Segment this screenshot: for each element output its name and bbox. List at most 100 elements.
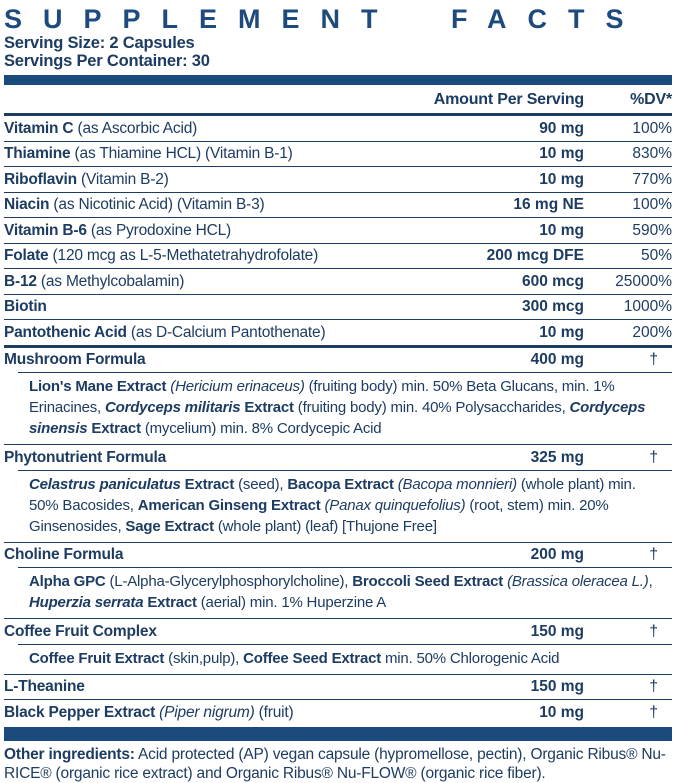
sub-segment: Extract xyxy=(180,475,235,493)
ingredient-detail: (as D-Calcium Pantothenate) xyxy=(126,323,326,341)
table-row-b12: B-12 (as Methylcobalamin) 600 mcg 25000% xyxy=(4,269,672,295)
ingredient-name-bold: Black Pepper Extract xyxy=(4,703,156,721)
ingredient-name-bold: Vitamin C xyxy=(4,119,74,137)
sub-segment: Cordyceps militaris xyxy=(104,399,241,416)
sub-segment: (Hericium erinaceus) xyxy=(166,378,305,395)
amount-value: 10 mg xyxy=(539,221,584,239)
ingredient-name: Phytonutrient Formula xyxy=(4,448,414,468)
ingredient-detail: (as Pyrodoxine HCL) xyxy=(86,221,231,239)
table-row-vitamin-c: Vitamin C (as Ascorbic Acid) 90 mg 100% xyxy=(4,116,672,142)
ingredient-detail: (fruit) xyxy=(254,703,294,721)
dv-value: 590% xyxy=(632,221,672,239)
ingredient-name: Vitamin C (as Ascorbic Acid) xyxy=(4,119,414,139)
ingredient-detail-latin: (Piper nigrum) xyxy=(155,703,255,721)
sub-ingredients-coffee: Coffee Fruit Extract (skin,pulp), Coffee… xyxy=(4,643,672,675)
dv-value: 770% xyxy=(632,170,672,188)
amount-value: 10 mg xyxy=(539,145,584,162)
ingredient-name-bold: B-12 xyxy=(4,272,37,290)
ingredient-name: Folate (120 mcg as L-5-Methatetrahydrofo… xyxy=(4,246,414,266)
table-row-phytonutrient-formula: Phytonutrient Formula 325 mg † xyxy=(4,445,672,470)
sub-segment: Bacopa Extract xyxy=(287,475,394,493)
sub-segment: Huperzia serrata xyxy=(29,594,144,611)
sub-segment: Extract xyxy=(143,594,197,611)
ingredient-name: Thiamine (as Thiamine HCL) (Vitamin B-1) xyxy=(4,144,414,164)
ingredient-name: Vitamin B-6 (as Pyrodoxine HCL) xyxy=(4,221,414,241)
divider-bar-bottom xyxy=(4,726,672,741)
table-row-thiamine: Thiamine (as Thiamine HCL) (Vitamin B-1)… xyxy=(4,142,672,167)
amount-value: 150 mg xyxy=(530,678,584,695)
amount-value: 200 mcg DFE xyxy=(486,247,584,264)
dv-value: 50% xyxy=(640,247,672,264)
sub-segment: Alpha GPC xyxy=(29,573,106,590)
table-row-black-pepper: Black Pepper Extract (Piper nigrum) (fru… xyxy=(4,700,672,725)
ingredient-name: Mushroom Formula xyxy=(4,350,414,370)
ingredient-name: Niacin (as Nicotinic Acid) (Vitamin B-3) xyxy=(4,195,414,215)
sub-segment: (Panax quinquefolius) xyxy=(320,496,466,514)
sub-segment: Broccoli Seed Extract xyxy=(352,573,504,590)
amount-value: 200 mg xyxy=(530,546,584,563)
other-ingredients: Other ingredients: Acid protected (AP) v… xyxy=(4,745,672,783)
ingredient-name-bold: Biotin xyxy=(4,298,47,315)
table-row-l-theanine: L-Theanine 150 mg † xyxy=(4,675,672,700)
amount-value: 10 mg xyxy=(539,323,584,341)
sub-segment: (whole plant) min. 50% Bacosides, xyxy=(29,475,636,514)
sub-segment: (fruiting body) min. 50% Beta Glucans, m… xyxy=(29,378,615,416)
table-row-choline-formula: Choline Formula 200 mg † xyxy=(4,543,672,568)
table-row-mushroom-formula: Mushroom Formula 400 mg † xyxy=(4,348,672,373)
ingredient-name-bold: Pantothenic Acid xyxy=(4,323,127,341)
table-row-niacin: Niacin (as Nicotinic Acid) (Vitamin B-3)… xyxy=(4,193,672,218)
amount-value: 90 mg xyxy=(539,119,584,137)
ingredient-name: Pantothenic Acid (as D-Calcium Pantothen… xyxy=(4,323,414,343)
ingredient-name: Choline Formula xyxy=(4,545,414,565)
dagger-symbol: † xyxy=(649,678,658,695)
sub-ingredients-mushroom: Lion's Mane Extract (Hericium erinaceus)… xyxy=(4,372,672,445)
sub-segment: Lion's Mane Extract xyxy=(29,378,167,395)
amount-value: 150 mg xyxy=(530,622,584,640)
ingredient-name-bold: Coffee Fruit Complex xyxy=(4,622,157,640)
sub-segment: (mycelium) min. 8% Cordycepic Acid xyxy=(140,420,382,437)
dv-value: 25000% xyxy=(615,272,672,290)
sub-segment: (seed), xyxy=(234,475,288,493)
ingredient-name: Black Pepper Extract (Piper nigrum) (fru… xyxy=(4,703,414,723)
panel-title: SUPPLEMENT FACTS xyxy=(4,4,645,34)
sub-segment: Celastrus paniculatus xyxy=(29,475,181,493)
dv-value: 1000% xyxy=(623,298,672,315)
sub-segment: (whole plant) (leaf) [Thujone Free] xyxy=(213,517,437,535)
table-row-vitamin-b6: Vitamin B-6 (as Pyrodoxine HCL) 10 mg 59… xyxy=(4,218,672,244)
ingredient-detail: (as Thiamine HCL) (Vitamin B-1) xyxy=(70,145,293,162)
table-row-folate: Folate (120 mcg as L-5-Methatetrahydrofo… xyxy=(4,244,672,269)
column-header-dv: %DV* xyxy=(630,91,672,108)
amount-value: 300 mcg xyxy=(521,298,584,315)
dagger-symbol: † xyxy=(649,448,658,466)
table-row-coffee-fruit-complex: Coffee Fruit Complex 150 mg † xyxy=(4,619,672,644)
amount-value: 10 mg xyxy=(539,170,584,188)
amount-value: 10 mg xyxy=(539,703,584,721)
dv-value: 100% xyxy=(632,196,672,213)
sub-segment: (aerial) min. 1% Huperzine A xyxy=(196,594,387,611)
ingredient-name: L-Theanine xyxy=(4,677,414,697)
ingredient-name-bold: Folate xyxy=(4,247,49,264)
dagger-symbol: † xyxy=(649,622,658,640)
sub-segment: , xyxy=(648,573,653,590)
serving-size: Serving Size: 2 Capsules xyxy=(4,34,195,52)
ingredient-name-bold: L-Theanine xyxy=(4,678,85,695)
ingredient-name-bold: Phytonutrient Formula xyxy=(4,448,166,466)
ingredient-name-bold: Choline Formula xyxy=(4,546,124,563)
sub-segment: Cordyceps sinensis xyxy=(29,399,646,437)
ingredient-name: Coffee Fruit Complex xyxy=(4,622,414,642)
divider-bar-top xyxy=(4,75,672,85)
sub-segment: min. 50% Chlorogenic Acid xyxy=(381,649,560,667)
ingredient-detail: (120 mcg as L-5-Methatetrahydrofolate) xyxy=(48,247,319,264)
sub-segment: (skin,pulp), xyxy=(164,649,244,667)
dagger-symbol: † xyxy=(649,703,658,721)
ingredient-name-bold: Niacin xyxy=(4,196,50,213)
ingredient-detail: (as Methylcobalamin) xyxy=(36,272,185,290)
amount-value: 16 mg NE xyxy=(513,196,584,213)
sub-ingredients-phytonutrient: Celastrus paniculatus Extract (seed), Ba… xyxy=(4,469,672,543)
amount-value: 400 mg xyxy=(530,351,584,368)
dv-value: 830% xyxy=(632,145,672,162)
table-row-pantothenic-acid: Pantothenic Acid (as D-Calcium Pantothen… xyxy=(4,320,672,348)
dv-value: 200% xyxy=(632,323,672,341)
ingredient-name-bold: Thiamine xyxy=(4,145,71,162)
